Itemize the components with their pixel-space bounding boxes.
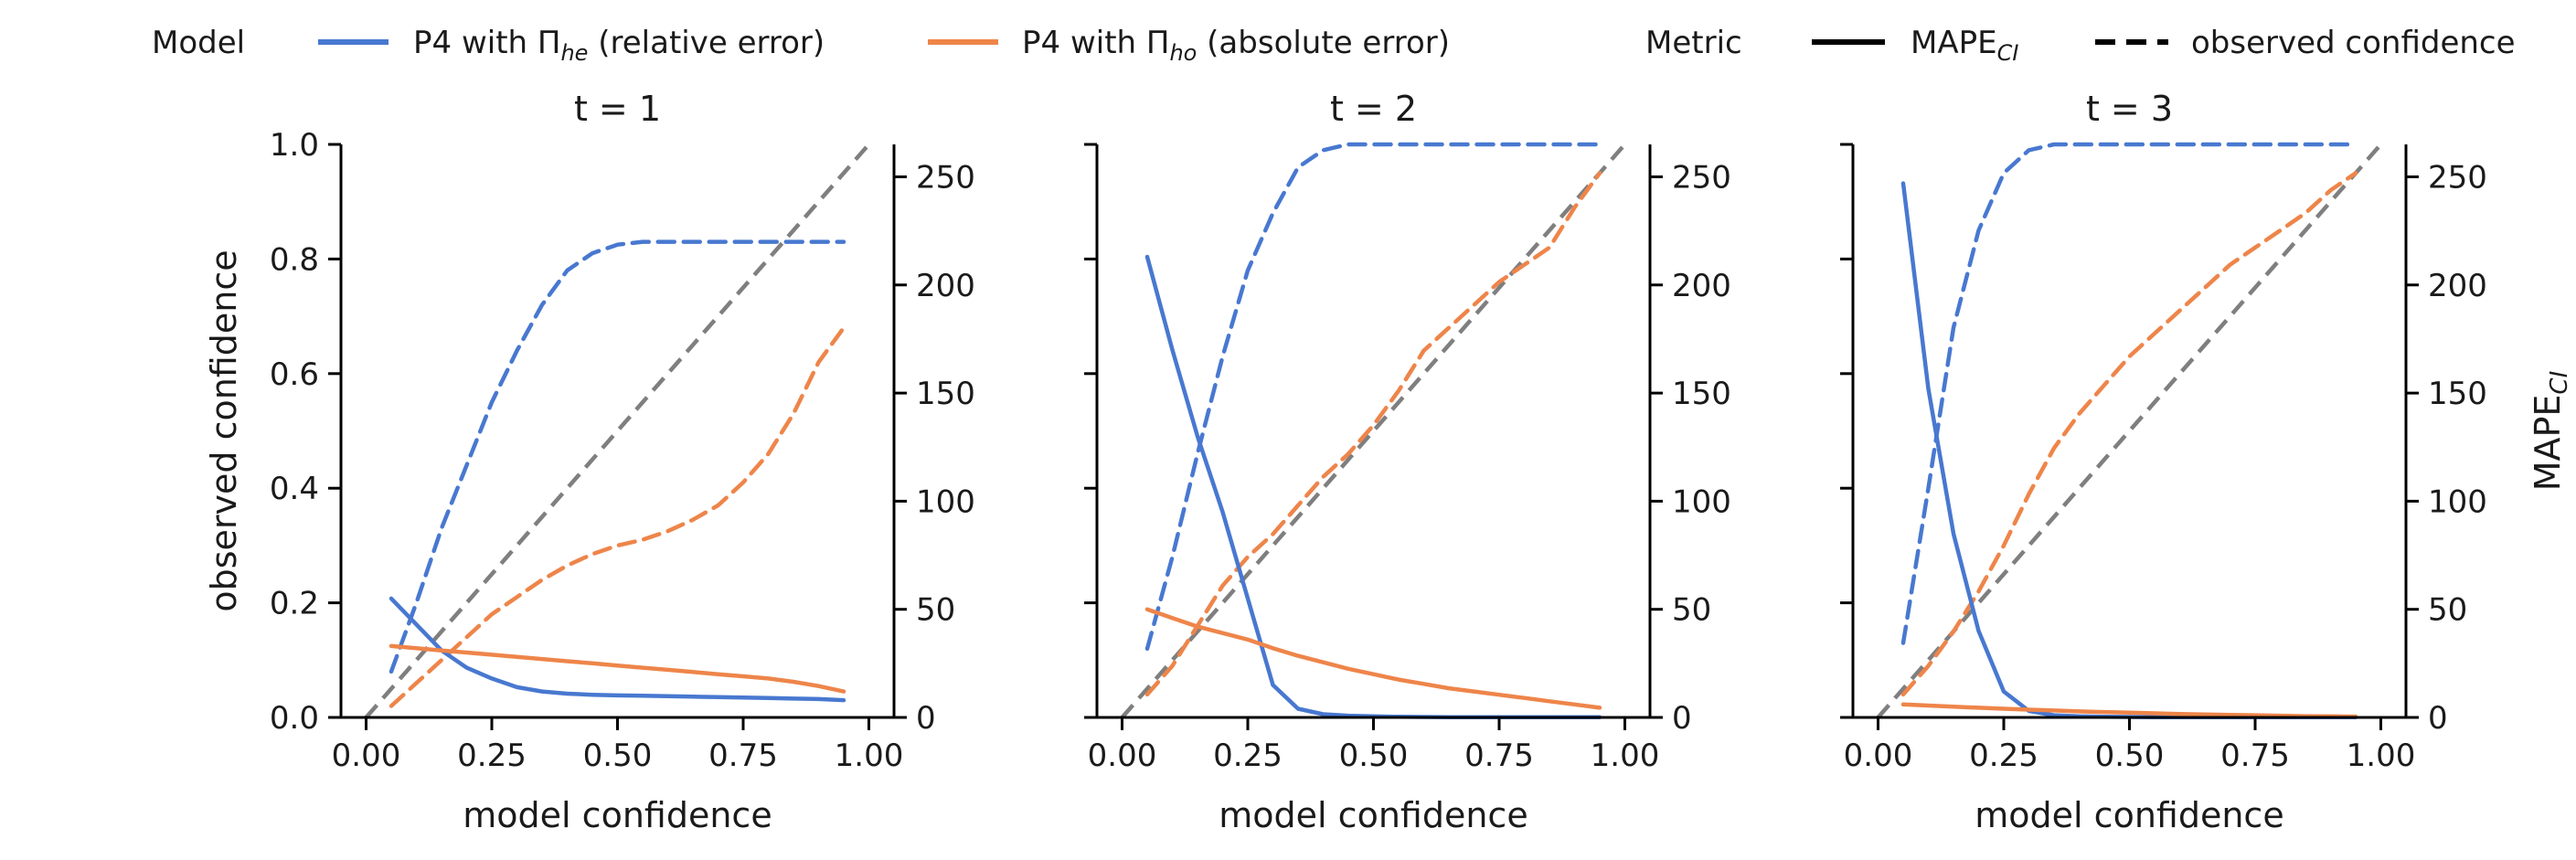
y-tick-label-right: 250 (2428, 159, 2487, 196)
series-line-ho-mape (1144, 607, 1602, 710)
x-tick-label: 0.00 (1088, 738, 1157, 774)
x-tick-label: 0.75 (708, 738, 778, 774)
x-tick-label: 0.25 (1969, 738, 2038, 774)
x-axis-title: model confidence (1219, 795, 1528, 835)
y-tick-label-right: 50 (916, 592, 955, 629)
y-tick-label-right: 250 (1672, 159, 1731, 196)
y-tick-label-right: 0 (2428, 700, 2448, 737)
y-tick-label-left: 1.0 (270, 127, 319, 164)
y-tick-label-right: 0 (1672, 700, 1692, 737)
x-tick-label: 0.75 (1464, 738, 1534, 774)
y-tick-label-right: 50 (1672, 592, 1711, 629)
x-tick-label: 0.50 (583, 738, 653, 774)
series-line-ho-observed (1900, 171, 2358, 697)
y-tick-label-right: 200 (2428, 268, 2487, 304)
y-tick-label-right: 200 (1672, 268, 1731, 304)
y-tick-label-right: 100 (916, 483, 975, 520)
legend-label-ho: P4 with Πho (absolute error) (1022, 25, 1450, 66)
y-tick-label-right: 150 (916, 376, 975, 412)
series-line-ho-observed (389, 325, 846, 708)
x-tick-label: 0.50 (2095, 738, 2165, 774)
y-tick-label-right: 150 (2428, 376, 2487, 412)
y-tick-label-right: 150 (1672, 376, 1731, 412)
series-line-he-observed (389, 239, 846, 674)
y-tick-label-left: 0.0 (270, 700, 319, 737)
series-line-ho-mape (389, 643, 846, 694)
legend-title-model: Model (152, 25, 245, 61)
y-tick-label-left: 0.4 (270, 471, 319, 507)
series-line-he-observed (1900, 142, 2358, 645)
series-line-he-observed (1144, 142, 1602, 652)
y-tick-label-left: 0.8 (270, 241, 319, 278)
x-tick-label: 1.00 (2347, 738, 2416, 774)
panel-2: 0.00 0.25 0.50 0.75 1.00 0 50 100 150 200 250 t = 2… (1084, 89, 1731, 835)
series-line-he-mape (1144, 254, 1602, 720)
x-tick-label: 0.25 (457, 738, 527, 774)
panel-1: 0.00 0.25 0.50 0.75 1.000.00.20.40.60.81.005… (204, 89, 975, 835)
y-axis-title-right: MAPECI (2528, 371, 2573, 492)
x-axis-title: model confidence (463, 795, 772, 835)
panel-title: t = 1 (574, 89, 661, 129)
x-tick-label: 0.25 (1213, 738, 1283, 774)
y-tick-label-right: 200 (916, 268, 975, 304)
y-tick-label-left: 0.6 (270, 356, 319, 393)
x-tick-label: 1.00 (835, 738, 904, 774)
legend-label-mape: MAPECI (1911, 25, 2018, 66)
y-tick-label-left: 0.2 (270, 586, 319, 622)
y-tick-label-right: 100 (2428, 483, 2487, 520)
series-line-ho-mape (1900, 702, 2358, 719)
x-tick-label: 0.75 (2220, 738, 2290, 774)
y-axis-title-left: observed confidence (204, 250, 244, 611)
panel-3: 0.00 0.25 0.50 0.75 1.00 0 50 100 150 200 250 t = 3… (1840, 89, 2573, 835)
legend-label-he: P4 with Πhe (relative error) (413, 25, 825, 66)
y-tick-label-right: 0 (916, 700, 936, 737)
series-line-he-mape (389, 596, 846, 703)
panel-title: t = 2 (1330, 89, 1417, 129)
y-tick-label-right: 50 (2428, 592, 2467, 629)
x-tick-label: 0.00 (332, 738, 401, 774)
y-tick-label-right: 250 (916, 159, 975, 196)
x-axis-title: model confidence (1975, 795, 2283, 835)
series-line-ho-observed (1144, 171, 1602, 697)
y-tick-label-right: 100 (1672, 483, 1731, 520)
legend-title-metric: Metric (1645, 25, 1742, 61)
x-tick-label: 0.50 (1339, 738, 1409, 774)
x-tick-label: 1.00 (1591, 738, 1660, 774)
x-tick-label: 0.00 (1844, 738, 1913, 774)
legend-label-observed: observed confidence (2191, 25, 2516, 61)
panel-title: t = 3 (2086, 89, 2173, 129)
legend: Model P4 with Πhe (relative error) P4 wi… (152, 25, 2516, 66)
panels: 0.00 0.25 0.50 0.75 1.000.00.20.40.60.81.005… (204, 89, 2573, 835)
diagonal-reference-line (364, 143, 871, 719)
